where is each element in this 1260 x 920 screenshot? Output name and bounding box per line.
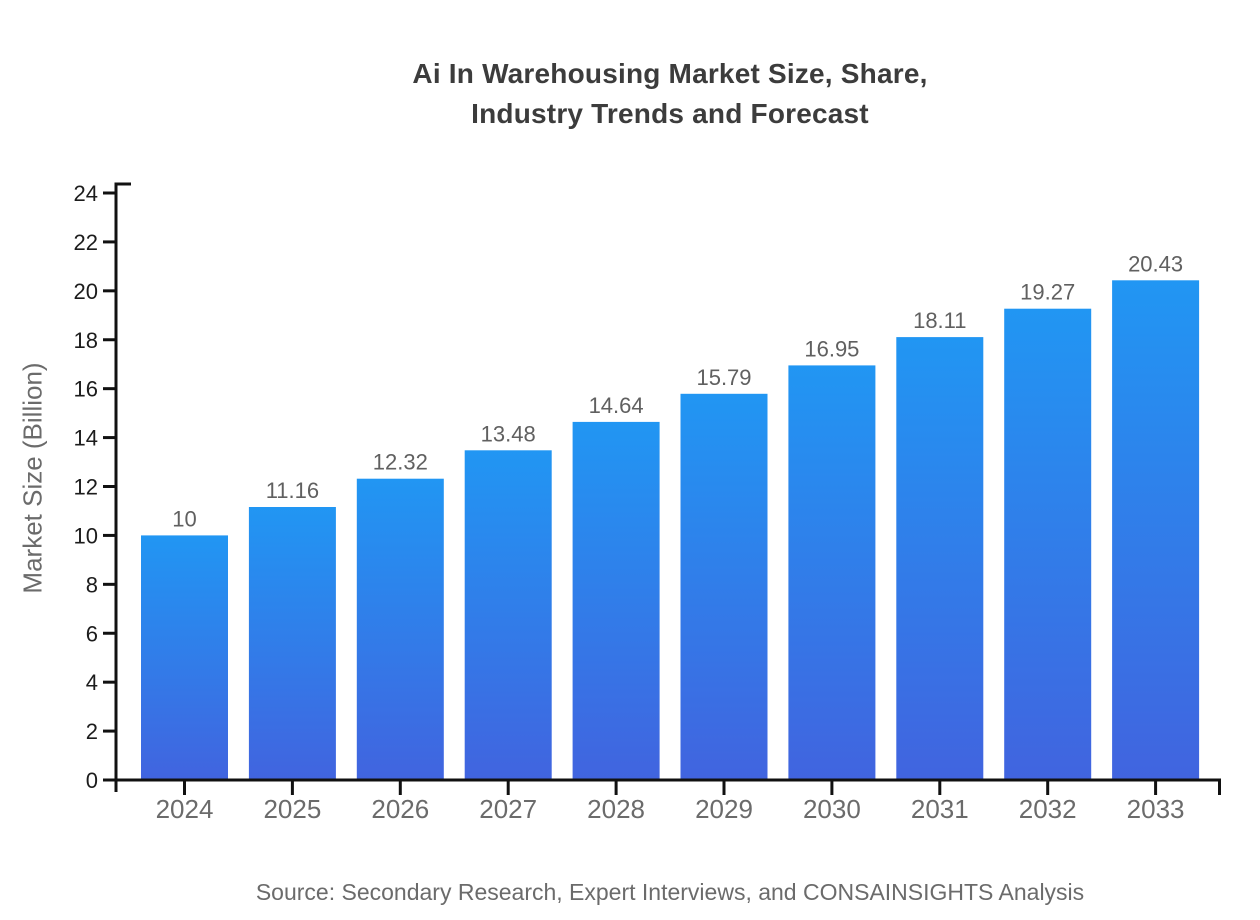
- bar: [248, 507, 336, 780]
- bar: [356, 478, 444, 780]
- y-tick-label: 22: [74, 230, 98, 255]
- bar-value-label: 19.27: [1020, 280, 1075, 305]
- bar-value-label: 11.16: [266, 478, 319, 503]
- bar-value-label: 20.43: [1128, 251, 1183, 276]
- x-tick-label: 2024: [156, 794, 214, 824]
- bar: [572, 421, 660, 780]
- y-tick-label: 4: [86, 670, 98, 695]
- bar-value-label: 10: [172, 506, 196, 531]
- y-tick-label: 10: [74, 523, 98, 548]
- y-tick-label: 20: [74, 279, 98, 304]
- chart-title: Ai In Warehousing Market Size, Share, In…: [80, 54, 1260, 134]
- y-tick-label: 16: [74, 377, 98, 402]
- y-tick-label: 24: [74, 181, 98, 206]
- y-tick-label: 18: [74, 328, 98, 353]
- bar-value-label: 12.32: [373, 450, 428, 475]
- bar: [1112, 280, 1200, 780]
- y-tick-label: 6: [86, 621, 98, 646]
- bar: [896, 337, 984, 780]
- x-tick-label: 2032: [1019, 794, 1077, 824]
- x-tick-label: 2026: [371, 794, 429, 824]
- bar: [788, 365, 876, 780]
- y-tick-label: 12: [74, 475, 98, 500]
- bar-value-label: 16.95: [804, 336, 859, 361]
- axes-group: [103, 182, 1221, 795]
- source-note: Source: Secondary Research, Expert Inter…: [255, 879, 1085, 905]
- y-tick-label: 0: [86, 768, 98, 793]
- x-tick-label: 2030: [803, 794, 861, 824]
- y-tick-label: 8: [86, 572, 98, 597]
- x-tick-label: 2028: [587, 794, 645, 824]
- x-tick-label: 2027: [479, 794, 537, 824]
- y-tick-label: 2: [86, 719, 98, 744]
- x-tick-label: 2025: [263, 794, 321, 824]
- x-tick-label: 2031: [911, 794, 969, 824]
- bar-value-label: 14.64: [589, 393, 644, 418]
- bar: [141, 535, 228, 780]
- bar: [680, 393, 768, 780]
- bars-group: [141, 280, 1200, 780]
- labels-group: 10202411.16202512.32202613.48202714.6420…: [74, 181, 1185, 824]
- bar-value-label: 18.11: [913, 308, 966, 333]
- bar: [464, 450, 552, 780]
- bar-value-label: 15.79: [696, 365, 751, 390]
- bar-value-label: 13.48: [481, 421, 536, 446]
- y-tick-label: 14: [74, 426, 98, 451]
- bar: [1004, 308, 1092, 780]
- x-tick-label: 2033: [1127, 794, 1185, 824]
- x-tick-label: 2029: [695, 794, 753, 824]
- chart-title-line1: Ai In Warehousing Market Size, Share,: [412, 58, 928, 89]
- chart-title-line2: Industry Trends and Forecast: [471, 98, 869, 129]
- y-axis-title: Market Size (Billion): [17, 362, 48, 594]
